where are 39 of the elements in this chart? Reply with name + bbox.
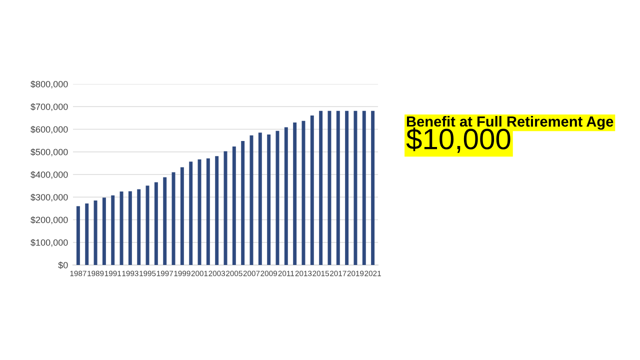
bar — [94, 200, 98, 265]
bar — [354, 110, 358, 265]
bar — [293, 122, 297, 265]
y-tick-label: $300,000 — [30, 194, 68, 202]
bar — [267, 134, 271, 265]
bar — [189, 162, 193, 265]
bar — [371, 110, 375, 265]
bar — [154, 182, 158, 265]
bar — [163, 177, 167, 265]
bar — [232, 146, 236, 265]
bar — [336, 110, 340, 265]
bar — [85, 203, 89, 265]
bar — [310, 115, 314, 265]
y-tick-label: $100,000 — [30, 238, 68, 247]
y-tick-label: $0 — [58, 262, 68, 269]
bar — [120, 191, 124, 265]
bar — [206, 158, 210, 265]
y-tick-label: $500,000 — [30, 148, 68, 156]
bar — [180, 167, 184, 265]
bar — [215, 156, 219, 265]
bar — [102, 198, 106, 265]
bar — [328, 110, 332, 265]
bar — [362, 110, 366, 265]
y-tick-label: $200,000 — [30, 216, 68, 224]
bar — [146, 186, 150, 265]
bar — [258, 132, 262, 265]
bar — [128, 191, 132, 265]
bar — [137, 189, 141, 265]
bar — [76, 206, 80, 265]
bar — [111, 195, 115, 265]
bar — [319, 110, 323, 265]
y-tick-label: $400,000 — [30, 171, 68, 179]
bar — [345, 110, 349, 265]
y-tick-label: $600,000 — [30, 126, 68, 134]
y-tick-label: $800,000 — [30, 80, 68, 88]
bar — [284, 127, 288, 265]
y-tick-label: $700,000 — [30, 103, 68, 112]
bar — [241, 141, 245, 265]
text: $10,000 — [406, 128, 510, 153]
